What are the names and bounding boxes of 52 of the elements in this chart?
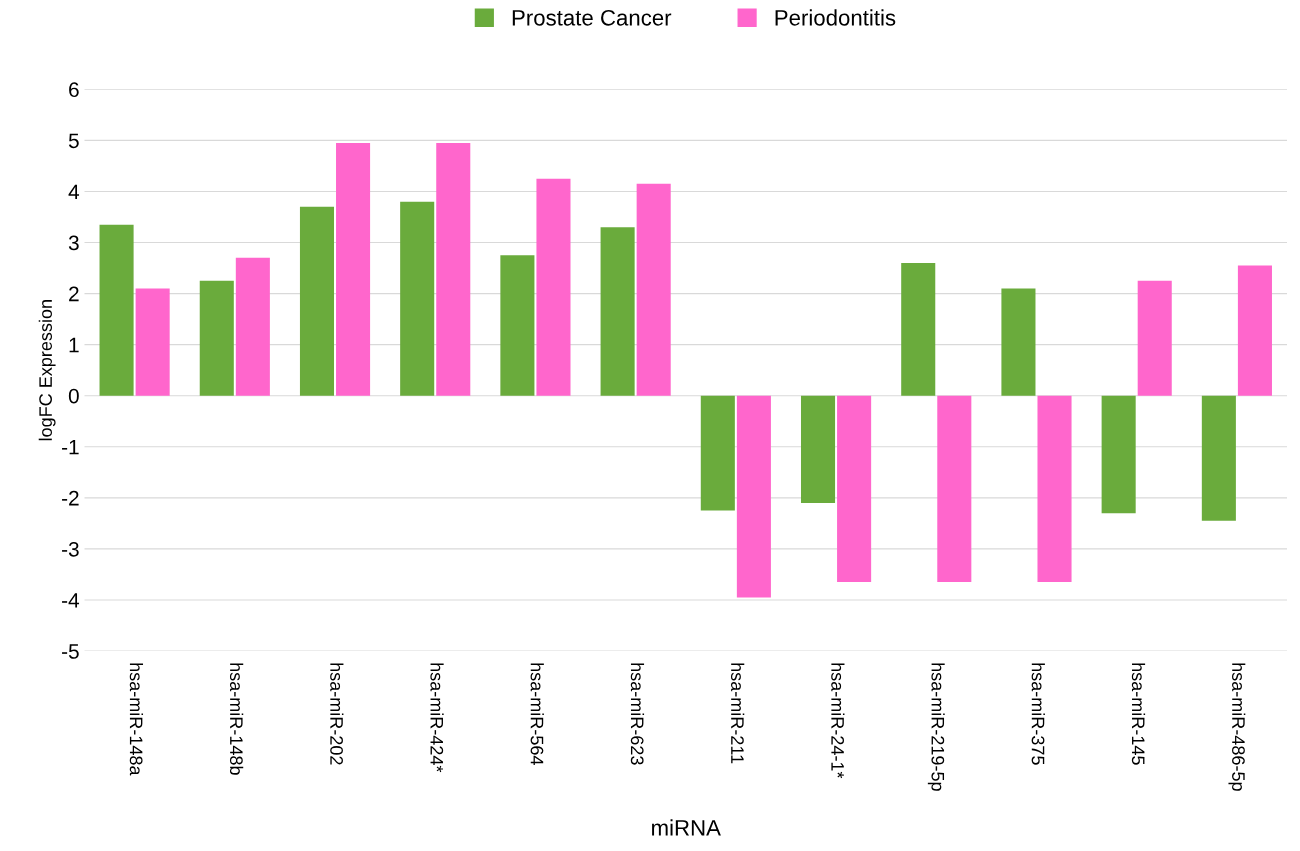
bar [700,395,735,511]
bar [800,395,836,503]
x-tick-label: hsa-miR-148a [129,663,144,776]
bar [235,257,270,396]
x-tick-label: hsa-miR-375 [1031,663,1045,765]
y-tick-label: -1 [62,439,79,455]
y-axis-title: logFC Expression [38,300,56,441]
x-tick-label: hsa-miR-211 [731,663,745,764]
bar [837,395,872,583]
y-tick-label: -2 [62,490,79,506]
y-tick-label: 6 [69,82,79,98]
bar [1001,288,1036,396]
y-tick-label: 1 [69,337,79,353]
x-tick-label: hsa-miR-219-5p [927,663,945,791]
x-tick-label: hsa-miR-148b [229,663,244,775]
bar [199,280,234,396]
bar [901,262,936,396]
bar [736,395,771,598]
x-tick-label: hsa-miR-202 [330,663,344,765]
y-tick-label: -3 [62,541,79,557]
bar [99,224,134,396]
x-tick-label: hsa-miR-145 [1131,663,1146,765]
x-tick-label: hsa-miR-424* [430,663,444,773]
bar [1237,265,1272,396]
bar [299,206,335,396]
x-tick-label: hsa-miR-564 [530,663,544,765]
y-tick-label: 3 [68,235,79,251]
y-tick-label: 5 [68,133,79,149]
legend-label: Prostate Cancer [512,9,672,26]
y-tick-label: 4 [68,184,80,200]
bar [336,142,371,396]
bar [636,183,671,396]
bar [1137,280,1172,396]
y-tick-label: 0 [68,388,79,404]
bar [1101,395,1136,514]
y-tick-label: -4 [62,593,80,608]
bar [937,395,972,583]
bar [500,255,535,396]
y-tick-label: 2 [69,286,79,302]
x-tick-label: hsa-miR-486-5p [1228,663,1246,791]
bar [536,178,571,396]
bar [400,201,435,396]
bar [1201,395,1236,521]
bar [436,142,471,396]
legend-label: Periodontitis [775,9,896,26]
bar [135,288,170,396]
y-tick-label: -5 [62,644,79,659]
x-tick-label: hsa-miR-24-1* [831,663,845,779]
x-axis-title: miRNA [652,819,721,836]
bar [1037,395,1072,583]
bar [600,227,635,396]
x-tick-label: hsa-miR-623 [630,663,645,765]
